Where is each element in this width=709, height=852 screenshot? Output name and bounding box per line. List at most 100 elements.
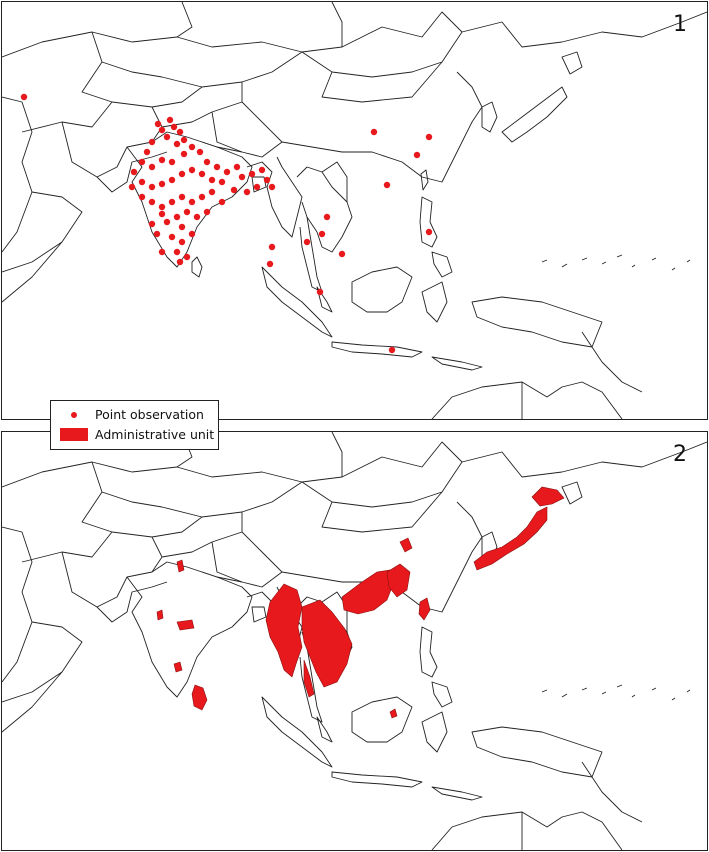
panel-number-1: 1 [673,12,687,37]
point-observation-marker [248,170,256,178]
point-observation-marker [168,158,176,166]
point-observation-marker [148,163,156,171]
legend-item-point: Point observation [57,407,204,422]
point-observation-marker [20,93,28,101]
point-observation-marker [188,166,196,174]
admin-unit-borneo [389,708,398,719]
point-observation-marker [188,230,196,238]
point-observation-marker [163,133,171,141]
legend-item-area: Administrative unit [57,427,214,442]
admin-unit-southeast-china [386,563,411,598]
point-observation-marker [370,128,378,136]
point-observation-marker [180,150,188,158]
point-observation-marker [143,148,151,156]
point-observation-marker [128,183,136,191]
point-observation-marker [198,170,206,178]
admin-unit-south-china [341,569,395,615]
point-observation-marker [153,230,161,238]
point-observation-marker [238,173,246,181]
point-observation-marker [138,193,146,201]
map-legend: Point observation Administrative unit [50,400,219,450]
point-observations [20,93,433,354]
admin-unit-india-north [176,559,185,573]
point-observation-marker [425,228,433,236]
point-observation-marker [303,238,311,246]
point-observation-marker [196,148,204,156]
point-observation-marker [253,183,261,191]
point-observation-marker [158,126,166,134]
area-symbol-icon [57,428,91,441]
administrative-units [156,486,565,719]
point-observation-marker [138,158,146,166]
point-observation-marker [208,188,216,196]
point-observation-marker [413,151,421,159]
admin-unit-india-west [156,609,164,621]
asia-map-2 [2,432,707,850]
point-observation-marker [148,183,156,191]
point-observation-marker [158,210,166,218]
point-observation-marker [148,198,156,206]
legend-area-label: Administrative unit [95,427,215,442]
point-observation-marker [268,243,276,251]
point-observation-marker [173,213,181,221]
point-observation-marker [243,188,251,196]
point-observation-marker [170,123,178,131]
point-observation-marker [198,193,206,201]
point-observation-marker [130,168,138,176]
point-observation-marker [268,183,276,191]
point-observation-marker [188,198,196,206]
point-observation-marker [318,230,326,238]
point-observation-marker [183,253,191,261]
point-observation-marker [258,166,266,174]
point-observation-marker [158,248,166,256]
point-observation-marker [138,178,146,186]
point-observation-marker [230,186,238,194]
point-observation-marker [218,198,226,206]
point-observation-marker [388,346,396,354]
point-observation-marker [148,138,156,146]
point-observation-marker [203,208,211,216]
point-observation-marker [266,260,274,268]
point-observation-marker [176,258,184,266]
panel-number-2: 2 [673,442,687,467]
point-observation-marker [173,140,181,148]
admin-unit-indochina [301,599,353,688]
legend-point-label: Point observation [95,407,204,422]
point-observation-marker [178,223,186,231]
admin-unit-japan-honshu [473,506,548,571]
point-observation-marker [223,168,231,176]
map-panel-2: 2 [1,431,708,851]
point-observation-marker [425,133,433,141]
admin-unit-sri-lanka [191,684,208,711]
point-observation-marker [316,288,324,296]
admin-unit-taiwan [418,597,431,621]
point-observation-marker [178,170,186,178]
point-observation-marker [338,250,346,258]
point-observation-marker [158,180,166,188]
point-observation-marker [263,176,271,184]
admin-unit-japan-hokkaido [531,486,565,507]
point-observation-marker [166,116,174,124]
point-observation-marker [208,176,216,184]
point-observation-marker [158,203,166,211]
admin-unit-thai-peninsula [303,659,315,698]
point-observation-marker [383,181,391,189]
point-observation-marker [154,120,162,128]
admin-unit-myanmar [265,583,303,678]
point-observation-marker [183,208,191,216]
point-observation-marker [180,136,188,144]
point-observation-marker [233,163,241,171]
point-observation-marker [176,128,184,136]
admin-unit-central-china [399,537,413,553]
admin-unit-india-east [176,619,195,631]
point-observation-marker [323,213,331,221]
point-observation-marker [193,213,201,221]
map-panel-1: 1 [1,1,708,420]
point-observation-marker [188,143,196,151]
point-observation-marker [203,158,211,166]
admin-unit-india-south [173,661,183,673]
country-boundaries [2,2,707,419]
point-observation-marker [158,156,166,164]
asia-map-1 [2,2,707,419]
point-symbol-icon [57,411,91,418]
